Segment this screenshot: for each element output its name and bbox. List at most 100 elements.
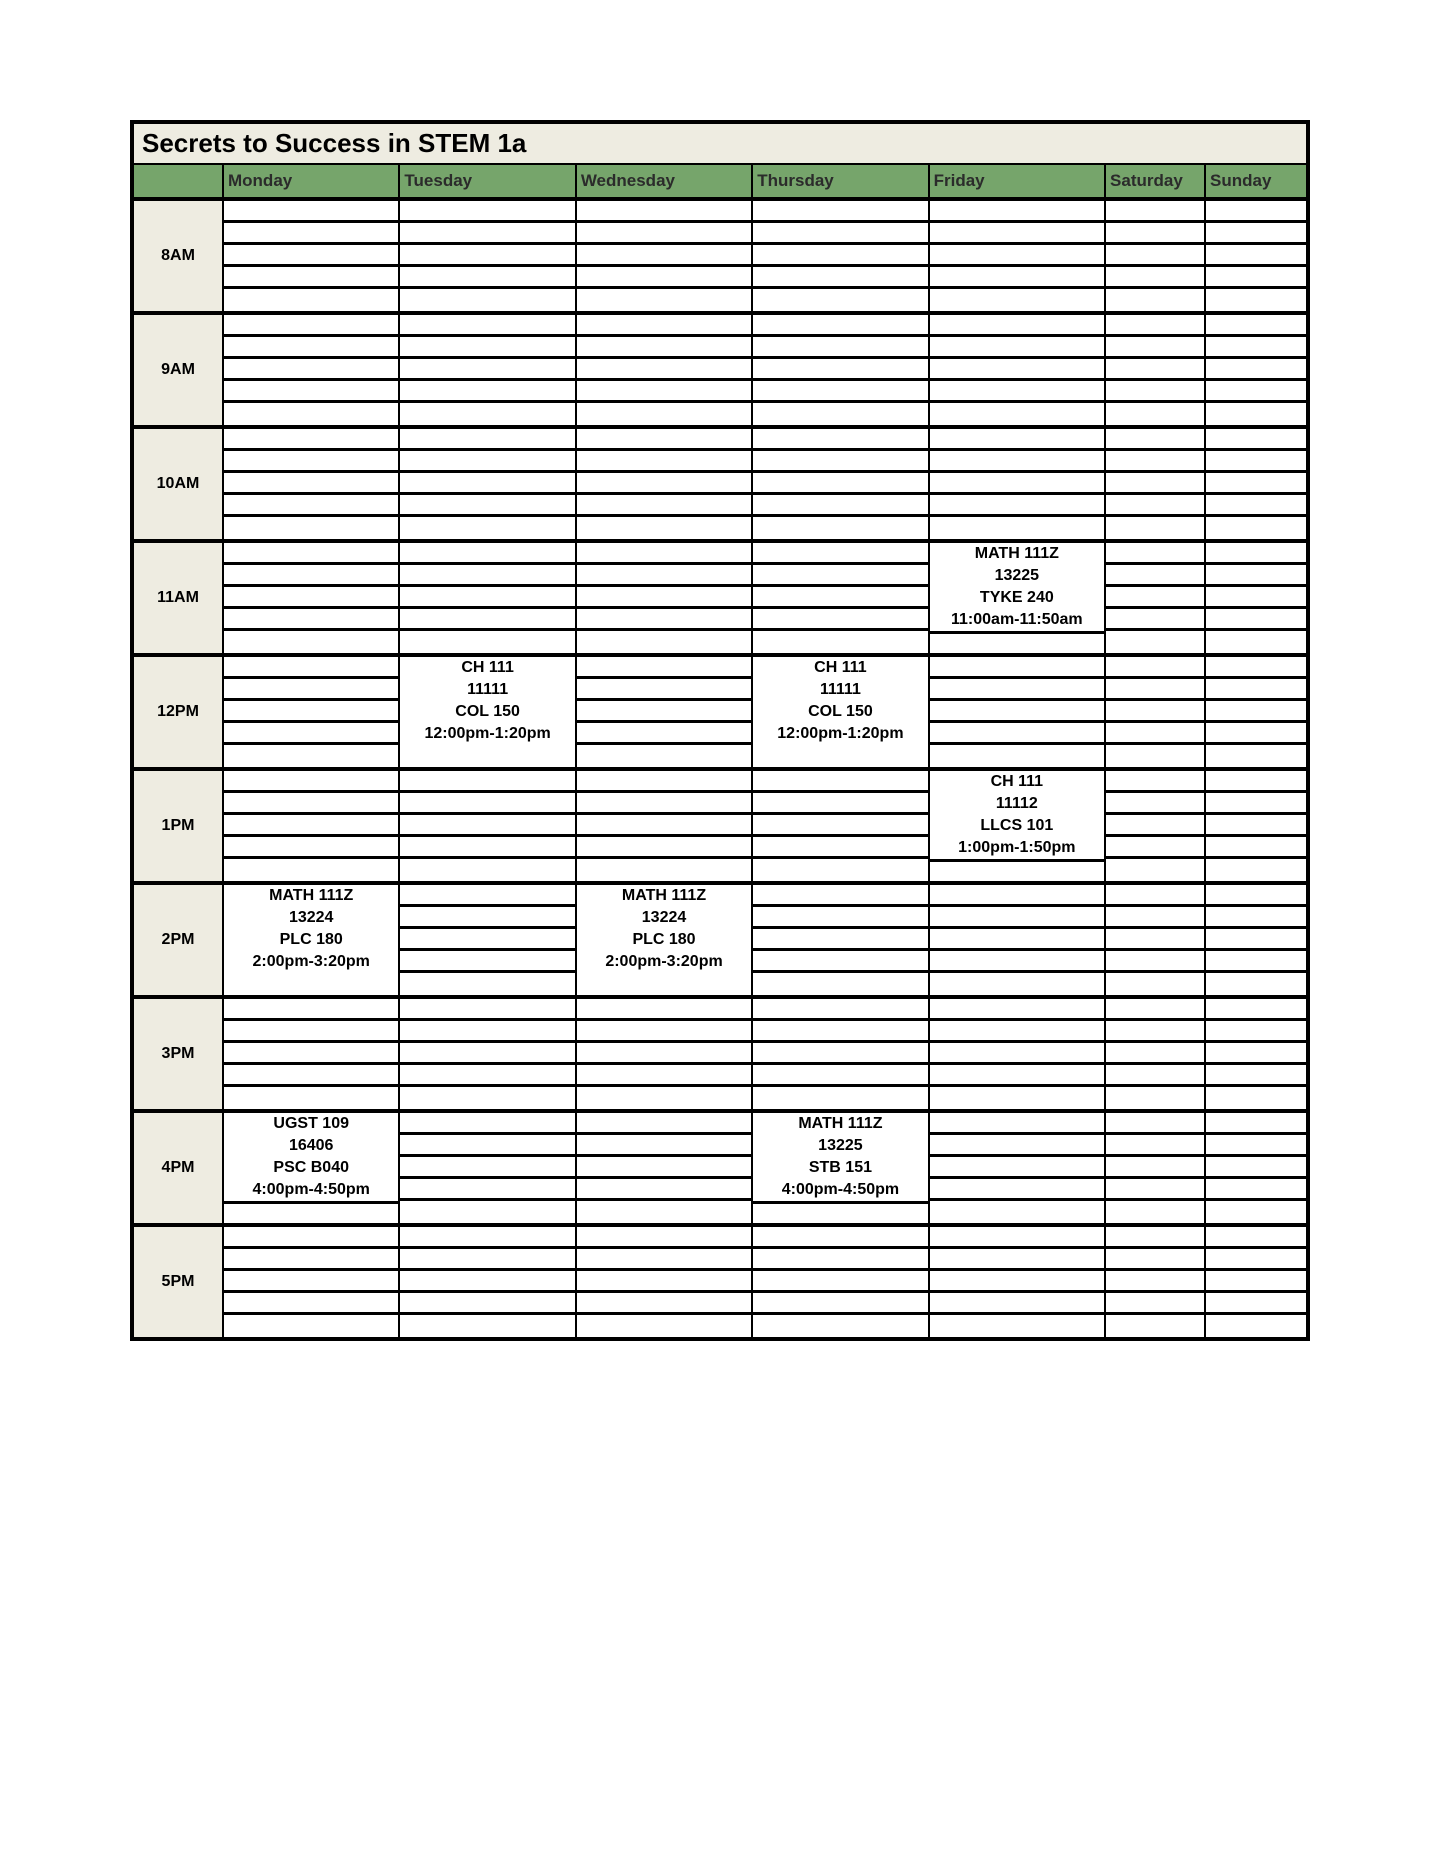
empty-slot — [1206, 403, 1306, 425]
empty-slot — [224, 587, 398, 609]
empty-slot — [1106, 1021, 1204, 1043]
empty-slot — [577, 609, 751, 631]
empty-slot — [1206, 315, 1306, 337]
empty-slot — [1106, 1087, 1204, 1109]
hour-body — [224, 1227, 1306, 1337]
empty-slot — [753, 565, 927, 587]
hour-block: 5PM — [134, 1227, 1306, 1337]
hour-block: 1PMCH 11111112LLCS 1011:00pm-1:50pm — [134, 771, 1306, 885]
empty-slot — [577, 859, 751, 881]
schedule-table: Secrets to Success in STEM 1a Monday Tue… — [130, 120, 1310, 1341]
empty-slot — [1206, 1293, 1306, 1315]
event-line: 11112 — [930, 793, 1104, 815]
empty-slot — [753, 951, 927, 973]
event-line: 13224 — [577, 907, 751, 929]
empty-slot — [753, 403, 927, 425]
event-line: COL 150 — [753, 701, 927, 723]
empty-slot — [1206, 565, 1306, 587]
header-monday: Monday — [224, 165, 400, 197]
day-col — [400, 1113, 576, 1223]
empty-slot — [224, 1271, 398, 1293]
empty-slot — [1206, 1179, 1306, 1201]
day-col — [400, 885, 576, 995]
empty-slot — [400, 1087, 574, 1109]
empty-slot — [753, 517, 927, 539]
empty-slot — [400, 973, 574, 995]
empty-slot — [1106, 1249, 1204, 1271]
event-line: 11111 — [753, 679, 927, 701]
empty-slot — [753, 543, 927, 565]
empty-slot — [224, 201, 398, 223]
empty-slot — [1206, 267, 1306, 289]
day-col — [1206, 885, 1306, 995]
day-col — [753, 999, 929, 1109]
day-col — [1206, 201, 1306, 311]
hour-body: CH 11111112LLCS 1011:00pm-1:50pm — [224, 771, 1306, 881]
empty-slot — [400, 999, 574, 1021]
empty-slot — [400, 609, 574, 631]
empty-slot — [224, 1315, 398, 1337]
empty-slot — [577, 565, 751, 587]
empty-slot — [577, 679, 751, 701]
empty-slot — [1206, 723, 1306, 745]
empty-slot — [224, 723, 398, 745]
empty-slot — [400, 403, 574, 425]
empty-slot — [1106, 1135, 1204, 1157]
empty-slot — [1106, 837, 1204, 859]
empty-slot — [577, 495, 751, 517]
empty-slot — [930, 1065, 1104, 1087]
day-col — [1206, 1113, 1306, 1223]
empty-slot — [400, 359, 574, 381]
empty-slot — [400, 907, 574, 929]
empty-slot — [753, 315, 927, 337]
day-col: MATH 111Z13225TYKE 24011:00am-11:50am — [930, 543, 1106, 653]
empty-slot — [1106, 745, 1204, 767]
empty-slot — [753, 1087, 927, 1109]
empty-slot — [224, 403, 398, 425]
empty-slot — [577, 473, 751, 495]
empty-slot — [577, 657, 751, 679]
empty-slot — [1206, 451, 1306, 473]
empty-slot — [930, 1227, 1104, 1249]
empty-slot — [577, 429, 751, 451]
event-line: PLC 180 — [577, 929, 751, 951]
empty-slot — [930, 1135, 1104, 1157]
event-line: 13225 — [930, 565, 1104, 587]
empty-slot — [753, 289, 927, 311]
empty-slot — [1106, 1179, 1204, 1201]
day-col — [1106, 657, 1206, 767]
empty-slot — [400, 429, 574, 451]
empty-slot — [577, 1065, 751, 1087]
empty-slot — [753, 359, 927, 381]
day-col — [400, 999, 576, 1109]
empty-slot — [930, 631, 1104, 653]
empty-slot — [1106, 723, 1204, 745]
empty-slot — [224, 451, 398, 473]
empty-slot — [1206, 793, 1306, 815]
empty-slot — [1206, 815, 1306, 837]
empty-slot — [224, 609, 398, 631]
empty-slot — [577, 337, 751, 359]
event-line: 11111 — [400, 679, 574, 701]
event-line: 13224 — [224, 907, 398, 929]
empty-slot — [930, 267, 1104, 289]
empty-slot — [224, 429, 398, 451]
empty-slot — [577, 267, 751, 289]
empty-slot — [1206, 1135, 1306, 1157]
day-col — [400, 771, 576, 881]
empty-slot — [930, 473, 1104, 495]
empty-slot — [577, 289, 751, 311]
day-col — [1106, 885, 1206, 995]
empty-slot — [400, 543, 574, 565]
day-col — [577, 771, 753, 881]
event-line: CH 111 — [930, 771, 1104, 793]
empty-slot — [930, 679, 1104, 701]
empty-slot — [1106, 701, 1204, 723]
empty-slot — [577, 543, 751, 565]
empty-slot — [1106, 473, 1204, 495]
header-friday: Friday — [930, 165, 1106, 197]
event-line: 12:00pm-1:20pm — [753, 723, 927, 745]
empty-slot — [930, 1315, 1104, 1337]
day-col — [930, 315, 1106, 425]
empty-slot — [1106, 587, 1204, 609]
